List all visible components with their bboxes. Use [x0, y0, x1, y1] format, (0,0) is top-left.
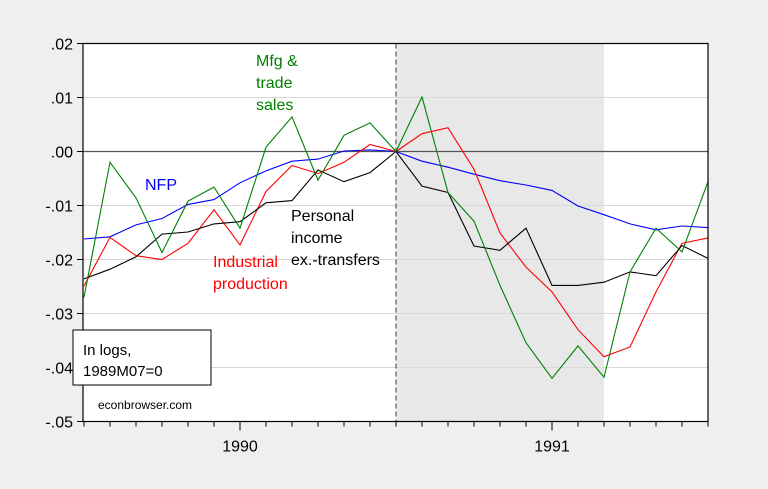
y-tick-label: .00: [51, 145, 73, 162]
series-line-mfg-trade-sales: [83, 95, 709, 380]
annotation-line-1: In logs,: [83, 342, 131, 359]
y-tick-label: -.02: [45, 253, 73, 270]
label-mfg-1: Mfg &: [256, 53, 298, 70]
x-tick-label: 1990: [222, 439, 258, 456]
label-nfp: NFP: [145, 177, 177, 194]
y-tick-label: -.04: [45, 361, 73, 378]
label-mfg-trade-sales: Mfg & trade sales: [256, 53, 298, 114]
label-personal-income: Personal income ex.-transfers: [291, 208, 380, 269]
label-mfg-2: trade: [256, 75, 293, 92]
label-ip-2: production: [213, 276, 288, 293]
annotation-line-2: 1989M07=0: [83, 363, 163, 380]
y-tick-label: .01: [51, 91, 73, 108]
y-tick-label: -.05: [45, 415, 73, 432]
label-income-1: Personal: [291, 208, 354, 225]
annotation-box: [72, 329, 212, 386]
label-income-3: ex.-transfers: [291, 252, 380, 269]
source-label: econbrowser.com: [98, 398, 192, 412]
label-income-2: income: [291, 230, 343, 247]
y-tick-label: .02: [51, 37, 73, 54]
label-mfg-3: sales: [256, 97, 293, 114]
y-tick-label: -.01: [45, 199, 73, 216]
x-tick-label: 1991: [534, 439, 570, 456]
y-tick-label: -.03: [45, 307, 73, 324]
label-ip-1: Industrial: [213, 254, 278, 271]
label-industrial-production: Industrial production: [213, 254, 288, 293]
